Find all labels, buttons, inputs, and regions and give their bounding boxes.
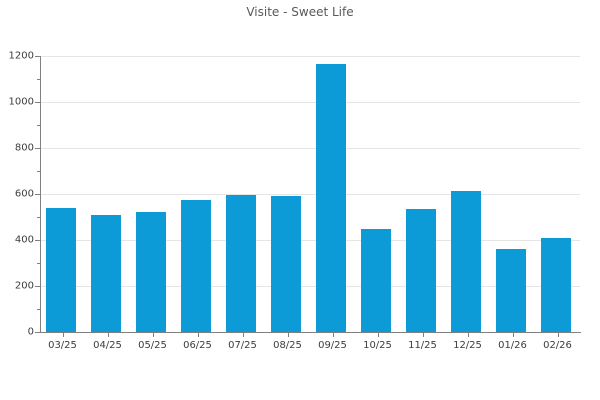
x-tick-02/26 (557, 333, 559, 337)
x-tick-06/25 (197, 333, 199, 337)
bar-09/25 (316, 64, 346, 332)
y-tick-1200 (35, 55, 40, 57)
y-tick-label-1000: 1000 (8, 96, 34, 108)
bar-10/25 (361, 228, 391, 332)
bar-01/26 (496, 249, 526, 332)
x-tick-label-02/26: 02/26 (543, 340, 572, 351)
x-tick-label-10/25: 10/25 (363, 340, 392, 351)
x-tick-label-08/25: 08/25 (273, 340, 302, 351)
y-minor-tick-900 (37, 124, 40, 126)
x-tick-03/25 (62, 333, 64, 337)
y-tick-1000 (35, 101, 40, 103)
bar-12/25 (451, 190, 481, 332)
x-tick-08/25 (287, 333, 289, 337)
x-tick-05/25 (152, 333, 154, 337)
y-tick-label-1200: 1200 (8, 50, 34, 62)
x-tick-label-04/25: 04/25 (93, 340, 122, 351)
chart-title: Visite - Sweet Life (246, 5, 354, 19)
x-tick-01/26 (512, 333, 514, 337)
bar-07/25 (226, 195, 256, 332)
x-tick-07/25 (242, 333, 244, 337)
gridline-y-1200 (40, 55, 580, 57)
gridline-y-600 (40, 193, 580, 195)
gridline-y-800 (40, 147, 580, 149)
y-tick-600 (35, 193, 40, 195)
y-minor-tick-100 (37, 308, 40, 310)
x-tick-label-07/25: 07/25 (228, 340, 257, 351)
x-tick-label-03/25: 03/25 (48, 340, 77, 351)
y-tick-200 (35, 285, 40, 287)
y-minor-tick-1100 (37, 78, 40, 80)
gridline-y-1000 (40, 101, 580, 103)
x-tick-label-06/25: 06/25 (183, 340, 212, 351)
x-tick-label-11/25: 11/25 (408, 340, 437, 351)
bar-08/25 (271, 196, 301, 332)
y-tick-label-200: 200 (14, 280, 34, 292)
x-tick-10/25 (377, 333, 379, 337)
y-minor-tick-700 (37, 170, 40, 172)
bar-04/25 (91, 214, 121, 332)
y-tick-400 (35, 239, 40, 241)
bar-05/25 (136, 212, 166, 332)
y-minor-tick-300 (37, 262, 40, 264)
y-tick-label-800: 800 (14, 142, 34, 154)
x-tick-11/25 (422, 333, 424, 337)
y-minor-tick-500 (37, 216, 40, 218)
x-tick-label-01/26: 01/26 (498, 340, 527, 351)
y-axis-line (40, 56, 41, 332)
y-tick-label-600: 600 (14, 188, 34, 200)
x-tick-12/25 (467, 333, 469, 337)
x-tick-label-12/25: 12/25 (453, 340, 482, 351)
x-tick-09/25 (332, 333, 334, 337)
x-tick-label-05/25: 05/25 (138, 340, 167, 351)
x-tick-label-09/25: 09/25 (318, 340, 347, 351)
gridline-y-200 (40, 285, 580, 287)
y-tick-800 (35, 147, 40, 149)
bar-06/25 (181, 199, 211, 332)
bar-02/26 (541, 237, 571, 332)
y-tick-0 (35, 331, 40, 333)
y-tick-label-400: 400 (14, 234, 34, 246)
x-tick-04/25 (107, 333, 109, 337)
gridline-y-400 (40, 239, 580, 241)
bar-03/25 (46, 207, 76, 332)
x-axis-line (40, 332, 581, 333)
bar-11/25 (406, 208, 436, 332)
y-tick-label-0: 0 (27, 326, 34, 338)
